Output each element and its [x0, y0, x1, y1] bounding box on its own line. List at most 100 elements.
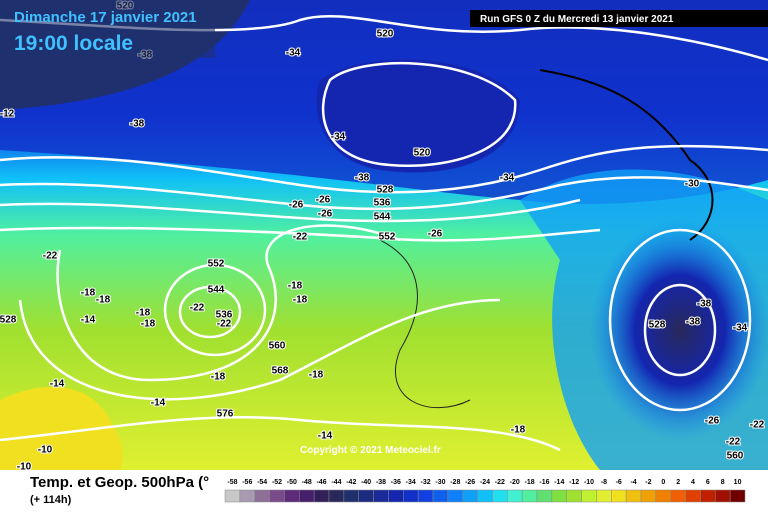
scale-swatch: [611, 489, 627, 503]
scale-swatch: [313, 489, 330, 503]
scale-swatch: [729, 489, 746, 503]
contour-label: 528: [377, 185, 394, 196]
scale-swatch: [447, 489, 463, 503]
scale-swatch: [507, 489, 523, 503]
contour-label: 536: [216, 310, 233, 321]
scale-label: -6: [616, 479, 622, 486]
scale-label: -26: [465, 479, 475, 486]
scale-label: -34: [406, 479, 416, 486]
contour-label: 552: [208, 259, 225, 270]
legend-title: Temp. et Geop. 500hPa (°: [30, 474, 209, 491]
scale-label: 8: [721, 479, 725, 486]
run-info: Run GFS 0 Z du Mercredi 13 janvier 2021: [480, 14, 674, 25]
contour-label: -14: [50, 379, 65, 390]
scale-swatch: [492, 489, 508, 503]
contour-label: 576: [217, 409, 234, 420]
contour-label: -22: [726, 437, 741, 448]
scale-swatch: [239, 489, 255, 503]
coastline: [539, 69, 714, 241]
contour-label: -12: [0, 109, 15, 120]
warm-zone: [0, 386, 123, 470]
contour-label: -22: [43, 251, 58, 262]
local-time: 19:00 locale: [14, 32, 133, 55]
scale-label: -54: [257, 479, 267, 486]
coastline: [379, 239, 471, 409]
contour-label: -10: [38, 445, 53, 456]
scale-label: -4: [630, 479, 636, 486]
run-backdrop: [470, 10, 768, 27]
scale-label: -10: [584, 479, 594, 486]
scale-swatch: [462, 489, 478, 503]
scale-swatch: [254, 489, 270, 503]
scale-label: -2: [645, 479, 651, 486]
scale-swatch: [715, 489, 731, 503]
contour-label: -18: [511, 425, 526, 436]
scale-swatch: [625, 489, 642, 503]
scale-label: -42: [346, 479, 356, 486]
scale-label: -58: [227, 479, 237, 486]
scale-swatch: [432, 489, 449, 503]
contour-label: 536: [374, 198, 391, 209]
contour-label: 560: [269, 341, 286, 352]
scale-swatch: [640, 489, 657, 503]
contour-label: -26: [318, 209, 333, 220]
scale-label: -46: [317, 479, 327, 486]
scale-swatch: [581, 489, 597, 503]
scale-label: -24: [480, 479, 490, 486]
contour-label: -18: [81, 288, 96, 299]
scale-swatch: [670, 489, 686, 503]
contour-label: -34: [733, 323, 748, 334]
scale-label: -28: [450, 479, 460, 486]
scale-label: -20: [510, 479, 520, 486]
contour-label: -30: [685, 179, 700, 190]
scale-swatch: [388, 489, 404, 503]
copyright: Copyright © 2021 Meteociel.fr: [300, 445, 441, 456]
date: Dimanche 17 janvier 2021: [14, 9, 197, 26]
contour-label: -34: [500, 173, 515, 184]
scale-label: -52: [272, 479, 282, 486]
scale-swatch: [566, 489, 582, 503]
contour-label: -34: [286, 48, 301, 59]
scale-label: -22: [495, 479, 505, 486]
scale-swatch: [685, 489, 701, 503]
scale-label: -48: [302, 479, 312, 486]
scale-swatch: [224, 489, 241, 503]
contour-label: -18: [141, 319, 156, 330]
contour-label: -38: [697, 299, 712, 310]
legend-lead: (+ 114h): [30, 494, 72, 506]
contour-label: -18: [211, 372, 226, 383]
contour-label: -38: [355, 173, 370, 184]
contour-label: -18: [293, 295, 308, 306]
contour-label: -14: [318, 431, 333, 442]
contour-label: 528: [649, 320, 666, 331]
scale-label: -38: [376, 479, 386, 486]
scale-label: -40: [361, 479, 371, 486]
contour-labels: 520-38-34520-38-34520-38528-34-30-26-265…: [0, 0, 766, 474]
contour-label: 520: [377, 29, 394, 40]
scale-swatch: [284, 489, 300, 503]
scale-swatch: [655, 489, 671, 503]
scale-swatch: [596, 489, 612, 503]
scale-swatch: [700, 489, 716, 503]
contour-label: -22: [293, 232, 308, 243]
cold-core: [316, 59, 520, 173]
title-backdrop: [0, 0, 215, 58]
contour-label: 560: [727, 451, 744, 462]
contour-label: 544: [208, 285, 225, 296]
low: [590, 220, 768, 440]
scale-label: 2: [676, 479, 680, 486]
scale-swatch: [299, 489, 315, 503]
scale-label: -8: [601, 479, 607, 486]
map: 520-38-34520-38-34520-38528-34-30-26-265…: [0, 0, 768, 474]
scale-swatch: [551, 489, 567, 503]
scale-swatch: [269, 489, 285, 503]
scale-swatch: [417, 489, 434, 503]
scale-label: -30: [435, 479, 445, 486]
scale-swatch: [536, 489, 553, 503]
contour-label: 528: [0, 315, 17, 326]
contour-label: -22: [190, 303, 205, 314]
scale-swatch: [403, 489, 419, 503]
color-scale: -58 -56 -54 -52 -50 -48 -46 -44 -42 -40 -38 -36 -34-…: [224, 479, 746, 503]
scale-swatch: [343, 489, 359, 503]
